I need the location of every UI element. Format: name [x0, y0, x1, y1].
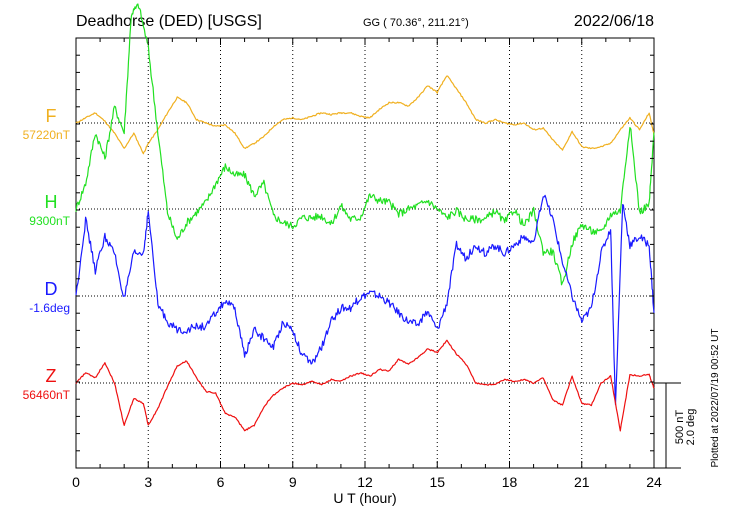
- series-baseline-label-d: -1.6deg: [29, 301, 70, 315]
- x-tick-label: 0: [72, 474, 80, 490]
- coordinates-label: GG ( 70.36°, 211.21°): [363, 17, 469, 29]
- x-axis-label: U T (hour): [333, 490, 396, 506]
- x-tick-label: 15: [429, 474, 445, 490]
- x-tick-label: 21: [574, 474, 590, 490]
- series-line-h: [75, 3, 655, 286]
- series-line-z: [75, 339, 655, 432]
- x-tick-label: 24: [646, 474, 662, 490]
- x-tick-label: 12: [357, 474, 373, 490]
- x-tick-label: 18: [502, 474, 518, 490]
- x-tick-label: 6: [217, 474, 225, 490]
- series-labels: F 57220nT H 9300nT D -1.6deg Z 56460nT: [23, 106, 71, 402]
- scale-bar-deg-label: 2.0 deg: [685, 409, 697, 446]
- series-baseline-label-z: 56460nT: [23, 388, 71, 402]
- series-baseline-label-f: 57220nT: [23, 128, 71, 142]
- station-title: Deadhorse (DED) [USGS]: [76, 13, 262, 30]
- series-name-d: D: [45, 279, 58, 299]
- series-line-d: [75, 194, 655, 406]
- x-axis: 0 3 6 9 12 15 18 21 24: [72, 37, 662, 490]
- series-lines: [75, 3, 655, 432]
- scale-bar: 500 nT 2.0 deg: [654, 382, 697, 469]
- series-line-f: [75, 75, 655, 155]
- scale-bar-nt-label: 500 nT: [674, 410, 686, 445]
- series-name-h: H: [45, 192, 58, 212]
- series-name-f: F: [46, 106, 57, 126]
- x-tick-label: 9: [289, 474, 297, 490]
- vertical-gridlines: [147, 38, 583, 468]
- series-baseline-label-h: 9300nT: [29, 214, 70, 228]
- series-name-z: Z: [46, 366, 57, 386]
- x-tick-label: 3: [144, 474, 152, 490]
- plotted-at-note: Plotted at 2022/07/19 00:52 UT: [710, 329, 721, 468]
- date-label: 2022/06/18: [574, 13, 654, 30]
